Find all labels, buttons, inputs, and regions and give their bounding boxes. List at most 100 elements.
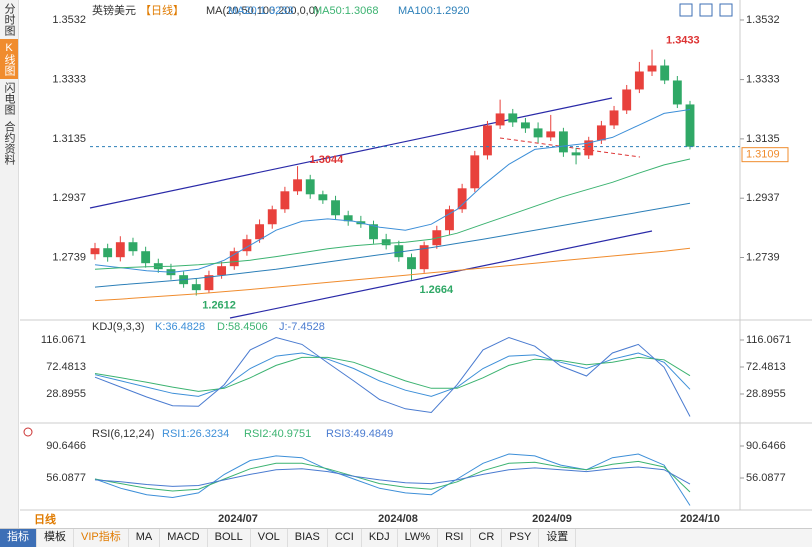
x-tick-label: 2024/10 [680, 513, 720, 525]
candle-body [584, 140, 594, 156]
y-tick-label: 1.3333 [52, 73, 86, 85]
candle-body [369, 224, 378, 240]
candle-body [546, 131, 556, 138]
y-tick-label: 1.2739 [746, 251, 780, 263]
toolbar-tab[interactable]: CCI [328, 529, 362, 547]
period: 【日线】 [140, 3, 184, 17]
price-annotation: 1.3433 [666, 35, 700, 47]
side-tab[interactable]: 分时图 [3, 3, 15, 36]
toolbar-tab[interactable]: BOLL [208, 529, 251, 547]
y-tick-label: 90.6466 [46, 440, 86, 452]
trend-line [89, 97, 613, 209]
candle-body [381, 239, 391, 246]
y-tick-label: 56.0877 [46, 472, 86, 484]
toolbar-tab[interactable]: MACD [160, 529, 208, 547]
candle-body [242, 239, 252, 252]
rsi-title: RSI(6,12,24) [92, 428, 154, 440]
toolbar-tab[interactable]: CR [471, 529, 503, 547]
legend-entry: RSI2:40.9751 [244, 428, 311, 440]
y-tick-label: 1.2937 [52, 192, 86, 204]
chart: 英镑美元 【日线】 MA(20,50,100,200,0,0) KDJ(9,3,… [20, 0, 812, 527]
price-annotation: 1.3044 [310, 154, 345, 166]
trend-line [499, 137, 641, 158]
candle-body [634, 71, 644, 90]
symbol: 英镑美元 [92, 3, 136, 17]
toolbar-tab[interactable]: RSI [438, 529, 472, 547]
toolbar-tab[interactable]: VOL [251, 529, 288, 547]
candle-body [470, 155, 480, 189]
toolbar-tab[interactable]: BIAS [288, 529, 328, 547]
y-tick-label: 56.0877 [746, 472, 786, 484]
legend-entry: RSI3:49.4849 [326, 428, 393, 440]
candle-body [305, 179, 315, 195]
y-tick-label: 116.0671 [41, 334, 86, 346]
candle-body [331, 200, 340, 216]
candle-body [293, 179, 302, 192]
legend-entry: RSI1:26.3234 [162, 428, 229, 440]
candle-body [457, 188, 467, 210]
candle-body [217, 266, 227, 276]
legend-entry: K:36.4828 [155, 321, 205, 333]
candle-body [672, 80, 682, 105]
candle-body [609, 110, 619, 126]
side-tab[interactable]: 闪电图 [3, 82, 15, 115]
candle-body [558, 131, 568, 153]
toolbar-tab[interactable]: VIP指标 [74, 529, 129, 547]
candle-body [647, 65, 657, 72]
legend-entry: D:58.4506 [217, 321, 268, 333]
x-tick-label: 2024/09 [532, 513, 572, 525]
toolbar-tab[interactable]: KDJ [362, 529, 398, 547]
period-button-label[interactable]: 日线 [34, 512, 56, 526]
candle-body [204, 275, 214, 291]
legend-entry: J:-7.4528 [279, 321, 325, 333]
toolbar-tab[interactable]: PSY [502, 529, 540, 547]
candle-body [483, 125, 492, 156]
candle-body [445, 209, 454, 231]
toolbar-icons[interactable] [679, 3, 733, 17]
side-tab[interactable]: K线图 [0, 39, 18, 79]
candle-body [419, 245, 429, 270]
y-tick-label: 28.8955 [46, 388, 86, 400]
y-tick-label: 1.3532 [746, 14, 780, 26]
toolbar-tab[interactable]: LW% [398, 529, 439, 547]
candle-body [128, 242, 138, 252]
toolbar-tab[interactable]: 指标 [0, 529, 37, 547]
candle-body [685, 104, 695, 147]
candle-body [660, 65, 670, 81]
x-tick-label: 2024/08 [378, 513, 418, 525]
y-tick-label: 1.2739 [52, 251, 86, 263]
candle-body [394, 245, 404, 258]
trend-line [229, 230, 653, 319]
toolbar: 指标 模板 VIP指标 MA MACD BOLL VOL BIAS CCI KDJ LW% RSI CR… [0, 528, 812, 547]
candle-body [495, 113, 505, 126]
candle-body [596, 125, 606, 141]
x-tick-label: 2024/07 [218, 513, 258, 525]
toolbar-tab[interactable]: 设置 [539, 529, 577, 547]
candle-body [318, 194, 328, 201]
side-tab[interactable]: 合约资料 [3, 121, 15, 165]
y-tick-label: 1.3333 [746, 73, 780, 85]
candle-body [90, 248, 100, 255]
legend-entry: MA100:1.2920 [398, 5, 470, 17]
last-price-tag [741, 147, 789, 163]
y-tick-label: 1.2937 [746, 192, 780, 204]
y-tick-label: 116.0671 [746, 334, 791, 346]
candle-body [622, 89, 632, 111]
candle-body [571, 152, 581, 156]
candle-body [280, 191, 290, 210]
y-tick-label: 1.3532 [52, 14, 86, 26]
settings-icon[interactable] [23, 427, 33, 437]
toolbar-tab[interactable]: 模板 [37, 529, 74, 547]
indicator-line [94, 202, 691, 288]
candle-body [520, 122, 530, 129]
indicator-line [94, 336, 691, 417]
candle-body [229, 251, 239, 267]
indicator: MA(20,50,100,200,0,0) [206, 5, 319, 17]
indicator-line [94, 466, 691, 487]
last-price-label: 1.3109 [746, 149, 780, 161]
toolbar-tab[interactable]: MA [129, 529, 161, 547]
indicator-line [94, 356, 691, 392]
indicator-line [94, 109, 691, 273]
indicator-line [94, 158, 691, 270]
period-button[interactable] [20, 512, 78, 527]
